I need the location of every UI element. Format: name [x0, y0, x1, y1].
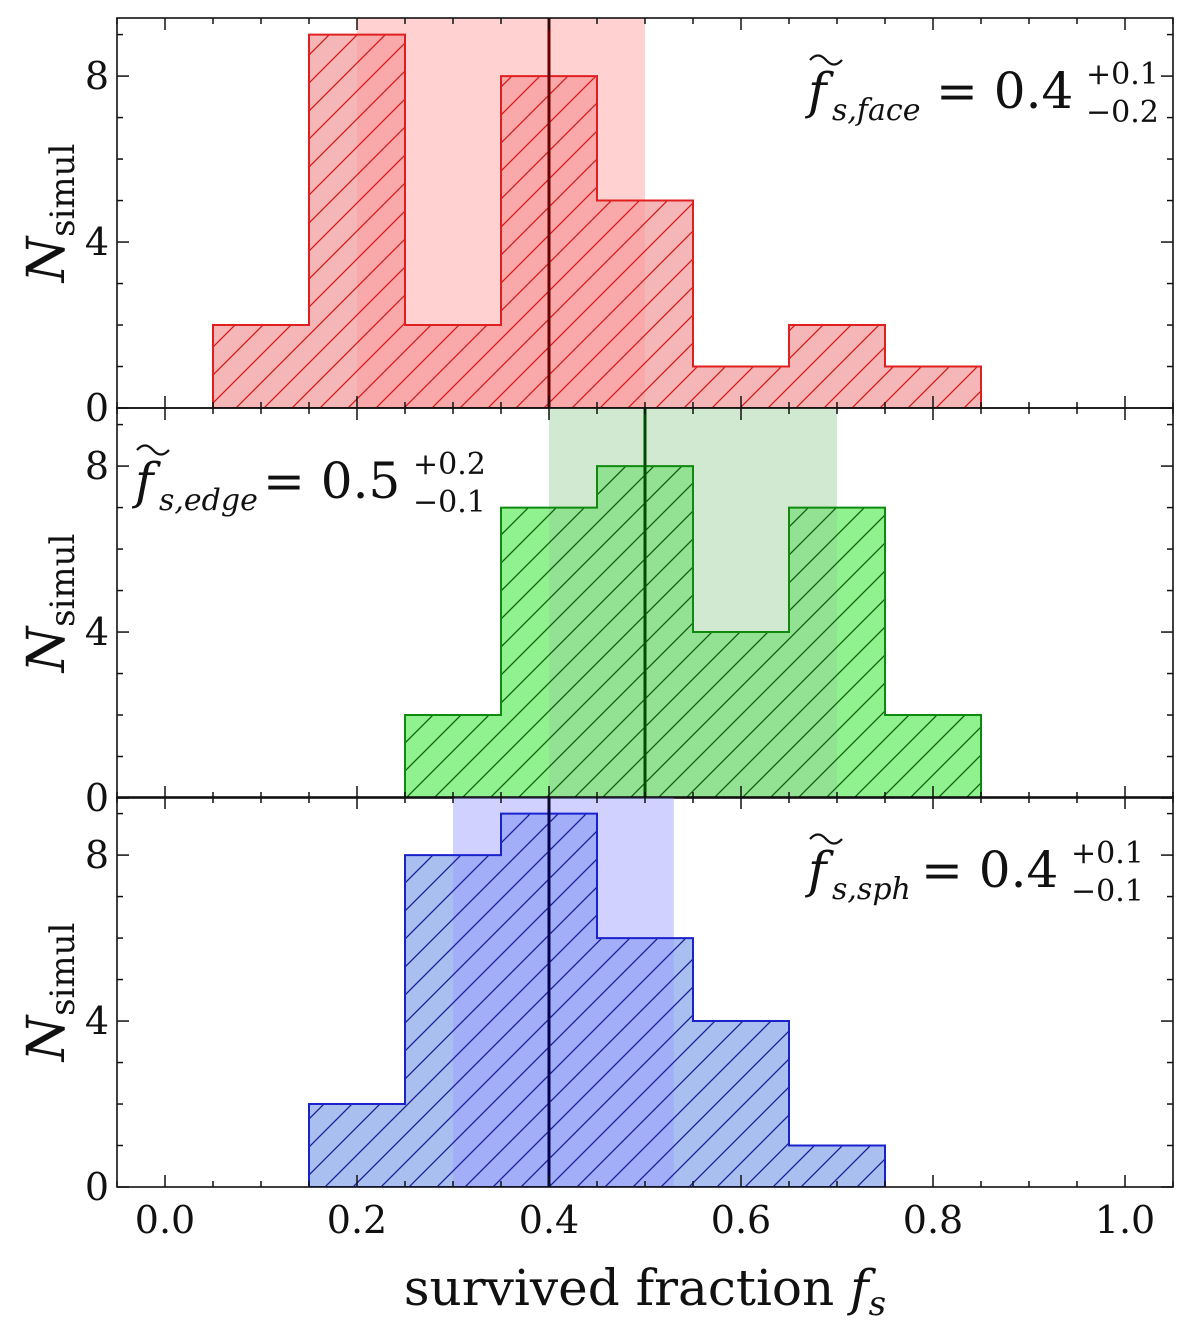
annotation-minus-error: −0.1 [413, 485, 486, 520]
x-axis-label-subscript: s [869, 1284, 886, 1324]
annotation-subscript: s,edge [159, 483, 258, 518]
histogram-outline-bottom [308, 812, 886, 1187]
x-tick-label: 0.2 [327, 1198, 387, 1242]
histogram-hatch-middle-1 [501, 507, 597, 798]
tilde-mark [809, 54, 843, 66]
annotation-value: = 0.5 [263, 452, 400, 510]
x-tick-label: 1.0 [1095, 1198, 1155, 1242]
annotation-symbol: f [804, 62, 834, 120]
histogram-hatch-middle-4 [789, 507, 885, 798]
y-tick-label: 8 [85, 54, 109, 98]
annotation-plus-error: +0.1 [1086, 57, 1159, 92]
panel-top: 0 4 8 Nsimul f s,face = 0.4 +0.1−0.2 [17, 17, 1174, 430]
panel-plot-area-middle [404, 408, 982, 798]
histogram-hatch-top-1 [309, 34, 405, 408]
annotation-symbol: f [131, 452, 161, 510]
histogram-outline-middle [404, 465, 982, 798]
x-tick-label: 0.6 [711, 1198, 771, 1242]
y-tick-label: 0 [85, 776, 109, 820]
histogram-hatch-top-0 [213, 325, 309, 408]
annotation-value: = 0.4 [936, 62, 1073, 120]
y-axis-label: Nsimul [17, 923, 83, 1064]
y-tick-label: 8 [85, 833, 109, 877]
histogram-hatch-bottom-4 [693, 1021, 789, 1187]
x-axis-label-text: survived fraction [404, 1259, 850, 1317]
annotation-subscript: s,face [832, 93, 920, 128]
y-axis-label-subscript: simul [43, 923, 83, 1016]
histogram-hatch-top-4 [597, 200, 693, 408]
y-tick-label: 4 [85, 220, 109, 264]
x-tick-label: 0.4 [519, 1198, 579, 1242]
annotation-value: = 0.4 [921, 841, 1058, 899]
y-tick-label: 0 [85, 386, 109, 430]
annotation-minus-error: −0.2 [1086, 95, 1159, 130]
annotation-plus-error: +0.1 [1071, 836, 1144, 871]
histogram-hatch-middle-5 [885, 715, 981, 798]
histogram-hatch-middle-0 [405, 715, 501, 798]
y-axis-label-subscript: simul [43, 534, 83, 627]
histogram-hatch-bottom-0 [309, 1104, 405, 1187]
annotation-bottom: f s,sph = 0.4 +0.1−0.1 [804, 833, 1144, 909]
y-axis-label: Nsimul [17, 534, 83, 675]
y-tick-label: 0 [85, 1165, 109, 1209]
histogram-hatch-top-6 [789, 325, 885, 408]
annotation-symbol: f [804, 841, 834, 899]
x-tick-label: 0.8 [903, 1198, 963, 1242]
panel-bottom: 0 4 8 Nsimul f s,sph = 0.4 +0.1−0.1 [17, 796, 1174, 1209]
y-axis-label: Nsimul [17, 144, 83, 285]
histogram-hatch-bottom-1 [405, 855, 501, 1187]
annotation-plus-error: +0.2 [413, 447, 486, 482]
y-tick-label: 4 [85, 999, 109, 1043]
y-axis-label-symbol: N [17, 1014, 77, 1063]
annotation-middle: f s,edge = 0.5 +0.2−0.1 [131, 444, 486, 520]
y-axis-label-symbol: N [17, 625, 77, 674]
annotation-minus-error: −0.1 [1071, 874, 1144, 909]
annotation-subscript: s,sph [832, 872, 911, 907]
panel-plot-area-bottom [308, 797, 886, 1187]
histogram-hatch-bottom-3 [597, 938, 693, 1187]
y-axis-label-subscript: simul [43, 144, 83, 237]
histogram-hatch-bottom-5 [789, 1145, 885, 1187]
histogram-hatch-middle-3 [693, 632, 789, 798]
tilde-mark [136, 444, 170, 456]
y-axis-label-symbol: N [17, 235, 77, 284]
tilde-mark [809, 833, 843, 845]
annotation-top: f s,face = 0.4 +0.1−0.2 [804, 54, 1159, 130]
panel-plot-area-top [212, 18, 982, 408]
y-tick-label: 8 [85, 444, 109, 488]
histogram-hatch-top-2 [405, 325, 501, 408]
x-tick-label: 0.0 [135, 1198, 195, 1242]
y-tick-label: 4 [85, 610, 109, 654]
x-axis-label: survived fraction fs [404, 1259, 886, 1324]
histogram-outline-top [212, 33, 982, 408]
